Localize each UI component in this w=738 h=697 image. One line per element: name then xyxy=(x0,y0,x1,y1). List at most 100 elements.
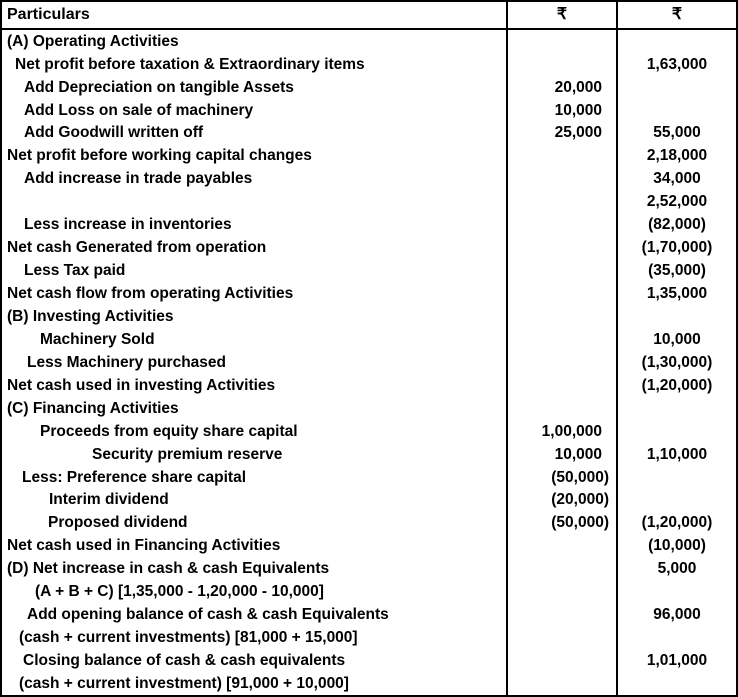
table-row: Less: Preference share capital (50,000) xyxy=(2,465,736,489)
amount-cell-col1: 20,000 xyxy=(508,75,618,99)
amount-cell-col2 xyxy=(618,30,736,53)
header-rupee-symbol-1: ₹ xyxy=(508,2,618,28)
amount-cell-col1 xyxy=(508,580,618,604)
amount-cell-col1: 10,000 xyxy=(508,98,618,122)
table-row: (A + B + C) [1,35,000 - 1,20,000 - 10,00… xyxy=(2,580,736,604)
amount-cell-col2 xyxy=(618,581,736,604)
table-row: (C) Financing Activities xyxy=(2,397,736,420)
amount-cell-col2 xyxy=(618,489,736,512)
amount-cell-col2: 2,18,000 xyxy=(646,147,708,165)
particulars-cell: Proceeds from equity share capital xyxy=(2,419,508,443)
amount-cell-col1 xyxy=(508,672,618,695)
amount-cell-col1 xyxy=(508,259,618,283)
amount-cell-col2: (1,20,000) xyxy=(641,376,713,394)
table-row: Proposed dividend (50,000) (1,20,000) xyxy=(2,511,736,535)
table-row: Proceeds from equity share capital 1,00,… xyxy=(2,419,736,443)
table-row: Net cash flow from operating Activities … xyxy=(2,282,736,306)
amount-cell-col2 xyxy=(618,76,736,99)
particulars-cell: Add increase in trade payables xyxy=(2,167,508,191)
amount-cell-col1: (20,000) xyxy=(508,488,618,512)
amount-cell-col2: (10,000) xyxy=(648,537,706,555)
particulars-cell: Add Depreciation on tangible Assets xyxy=(2,75,508,99)
amount-cell-col2: (1,20,000) xyxy=(641,514,713,532)
amount-cell-col2: 2,52,000 xyxy=(646,193,708,211)
table-row: (A) Operating Activities xyxy=(2,30,736,53)
table-row: Net profit before working capital change… xyxy=(2,144,736,168)
amount-cell-col1 xyxy=(508,282,618,306)
particulars-cell: Less increase in inventories xyxy=(2,213,508,237)
table-row: Closing balance of cash & cash equivalen… xyxy=(2,649,736,673)
header-particulars: Particulars xyxy=(2,2,508,28)
table-row: (cash + current investment) [91,000 + 10… xyxy=(2,672,736,695)
table-header-row: Particulars ₹ ₹ xyxy=(2,2,736,30)
particulars-cell: Less Machinery purchased xyxy=(2,351,508,375)
amount-cell-col1 xyxy=(508,144,618,168)
amount-cell-col1 xyxy=(508,603,618,627)
particulars-cell: Add opening balance of cash & cash Equiv… xyxy=(2,603,508,627)
particulars-cell: Security premium reserve xyxy=(2,442,508,466)
particulars-cell: (cash + current investment) [91,000 + 10… xyxy=(2,672,508,695)
amount-cell-col1 xyxy=(508,557,618,581)
table-row: Less Tax paid (35,000) xyxy=(2,259,736,283)
particulars-cell: Net cash used in Financing Activities xyxy=(2,534,508,558)
amount-cell-col2 xyxy=(618,626,736,649)
particulars-cell: (cash + current investments) [81,000 + 1… xyxy=(2,626,508,650)
particulars-cell: (A + B + C) [1,35,000 - 1,20,000 - 10,00… xyxy=(2,580,508,604)
amount-cell-col2: 1,63,000 xyxy=(646,55,708,73)
table-row: 2,52,000 xyxy=(2,190,736,214)
amount-cell-col1: (50,000) xyxy=(508,465,618,489)
amount-cell-col2 xyxy=(618,466,736,489)
amount-cell-col2 xyxy=(618,672,736,695)
table-row: Machinery Sold 10,000 xyxy=(2,328,736,352)
table-row: Add increase in trade payables 34,000 xyxy=(2,167,736,191)
amount-cell-col1: 1,00,000 xyxy=(508,419,618,443)
header-rupee-symbol-2: ₹ xyxy=(671,6,683,23)
particulars-cell: Net cash flow from operating Activities xyxy=(2,282,508,306)
amount-cell-col2 xyxy=(618,397,736,420)
particulars-cell: Add Loss on sale of machinery xyxy=(2,98,508,122)
amount-cell-col2: 1,01,000 xyxy=(646,652,708,670)
particulars-cell: Proposed dividend xyxy=(2,511,508,535)
table-row: Net cash used in investing Activities (1… xyxy=(2,374,736,397)
amount-cell-col2: 55,000 xyxy=(653,124,701,142)
amount-cell-col1 xyxy=(508,30,618,53)
particulars-cell: (B) Investing Activities xyxy=(2,305,508,329)
particulars-cell xyxy=(2,190,508,214)
particulars-cell: Machinery Sold xyxy=(2,328,508,352)
amount-cell-col1 xyxy=(508,213,618,237)
amount-cell-col1: 25,000 xyxy=(508,121,618,145)
table-row: Net profit before taxation & Extraordina… xyxy=(2,52,736,76)
particulars-cell: (C) Financing Activities xyxy=(2,397,508,420)
particulars-cell: (D) Net increase in cash & cash Equivale… xyxy=(2,557,508,581)
amount-cell-col2: (1,70,000) xyxy=(641,239,713,257)
amount-cell-col1 xyxy=(508,351,618,375)
table-row: Less increase in inventories (82,000) xyxy=(2,213,736,237)
amount-cell-col2: 96,000 xyxy=(653,606,701,624)
table-row: Add opening balance of cash & cash Equiv… xyxy=(2,603,736,627)
amount-cell-col1 xyxy=(508,167,618,191)
amount-cell-col1 xyxy=(508,649,618,673)
table-row: Interim dividend (20,000) xyxy=(2,488,736,512)
amount-cell-col1 xyxy=(508,626,618,650)
amount-cell-col1: 10,000 xyxy=(508,442,618,466)
particulars-cell: Closing balance of cash & cash equivalen… xyxy=(2,649,508,673)
table-row: (B) Investing Activities xyxy=(2,305,736,329)
amount-cell-col2: 34,000 xyxy=(653,170,701,188)
particulars-cell: Net cash used in investing Activities xyxy=(2,374,508,397)
particulars-cell: Net cash Generated from operation xyxy=(2,236,508,260)
amount-cell-col2: (82,000) xyxy=(648,216,706,234)
table-row: (cash + current investments) [81,000 + 1… xyxy=(2,626,736,650)
particulars-cell: Net profit before taxation & Extraordina… xyxy=(2,52,508,76)
table-row: Add Loss on sale of machinery 10,000 xyxy=(2,98,736,122)
amount-cell-col1 xyxy=(508,328,618,352)
amount-cell-col2: (35,000) xyxy=(648,262,706,280)
amount-cell-col1: (50,000) xyxy=(508,511,618,535)
table-row: Net cash Generated from operation (1,70,… xyxy=(2,236,736,260)
table-row: Net cash used in Financing Activities (1… xyxy=(2,534,736,558)
particulars-cell: Less Tax paid xyxy=(2,259,508,283)
amount-cell-col2: 1,35,000 xyxy=(646,285,708,303)
amount-cell-col2 xyxy=(618,99,736,122)
amount-cell-col2: 5,000 xyxy=(657,560,697,578)
amount-cell-col2 xyxy=(618,305,736,328)
